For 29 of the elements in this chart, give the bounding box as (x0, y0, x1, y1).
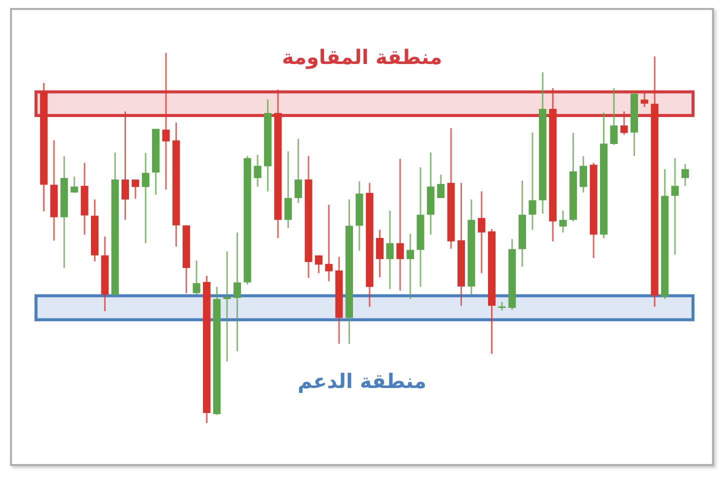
candlestick (610, 87, 618, 146)
candlestick (640, 92, 648, 108)
candlestick (132, 178, 140, 200)
candlestick (233, 232, 241, 352)
candlestick (284, 150, 292, 229)
candlestick (559, 210, 567, 234)
candlestick (437, 174, 445, 199)
band-label: منطقة المقاومة (282, 44, 442, 69)
candlestick (396, 158, 404, 292)
candlestick (223, 250, 231, 362)
candlestick (376, 229, 384, 278)
candlestick (681, 163, 689, 187)
candlestick (325, 204, 333, 282)
candlestick (142, 152, 150, 244)
candlestick (386, 210, 394, 290)
candlestick (70, 176, 78, 194)
candlestick (478, 190, 486, 274)
candlestick (528, 132, 536, 231)
candlestick (192, 260, 200, 296)
candlestick (580, 155, 588, 194)
candlestick (162, 52, 170, 190)
candlestick (254, 154, 262, 188)
candlestick (122, 110, 130, 221)
candlestick (294, 138, 302, 204)
candlestick (314, 254, 322, 274)
candlestick (671, 157, 679, 256)
candlestick (406, 233, 414, 300)
candlestick (620, 110, 628, 136)
band-label: منطقة الدعم (298, 368, 426, 393)
